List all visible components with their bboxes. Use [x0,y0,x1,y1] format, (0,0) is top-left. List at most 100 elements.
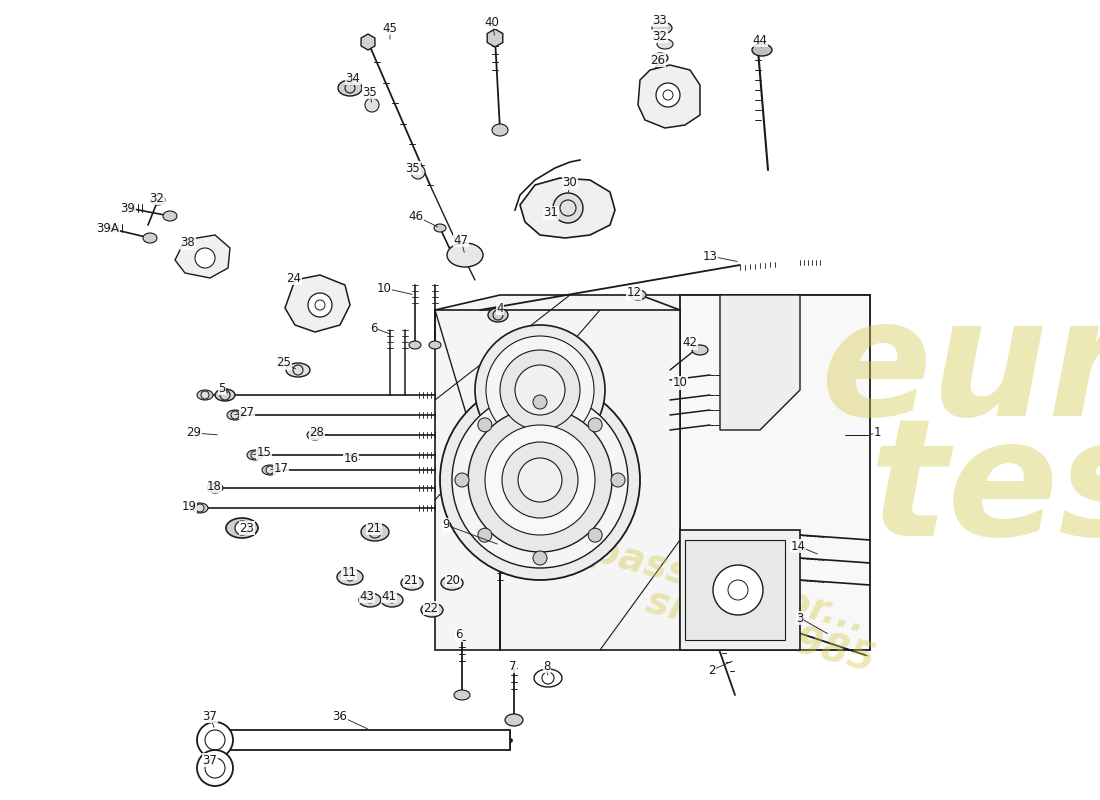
Ellipse shape [713,565,763,615]
Ellipse shape [434,224,446,232]
Ellipse shape [477,528,492,542]
Ellipse shape [266,466,274,474]
Text: 43: 43 [360,590,374,602]
Ellipse shape [402,576,424,590]
Ellipse shape [447,243,483,267]
Ellipse shape [657,39,673,49]
Ellipse shape [502,442,578,518]
Ellipse shape [359,593,381,607]
Text: 6: 6 [455,629,463,642]
Ellipse shape [197,750,233,786]
Ellipse shape [307,430,323,440]
Text: 5: 5 [218,382,226,394]
Text: 21: 21 [366,522,382,534]
Text: 19: 19 [182,499,197,513]
Text: 32: 32 [150,191,164,205]
Text: 10: 10 [376,282,392,294]
Ellipse shape [492,124,508,136]
Text: 33: 33 [652,14,668,26]
Text: 7: 7 [509,659,517,673]
Text: 46: 46 [408,210,424,222]
Ellipse shape [534,669,562,687]
Ellipse shape [251,451,258,459]
Ellipse shape [588,528,602,542]
Text: 12: 12 [627,286,641,299]
Polygon shape [680,295,870,650]
Text: 4: 4 [496,302,504,314]
Text: 45: 45 [383,22,397,34]
Text: 31: 31 [543,206,559,219]
Text: 15: 15 [256,446,272,459]
Ellipse shape [201,391,209,399]
Text: 40: 40 [485,15,499,29]
Text: 1: 1 [873,426,881,439]
Ellipse shape [652,53,668,63]
Text: 21: 21 [404,574,418,586]
Ellipse shape [197,722,233,758]
Text: 27: 27 [240,406,254,419]
Polygon shape [285,275,350,332]
Text: 41: 41 [382,590,396,602]
Text: 36: 36 [332,710,348,722]
Ellipse shape [361,523,389,541]
Ellipse shape [346,573,354,581]
Ellipse shape [337,569,363,585]
Ellipse shape [534,551,547,565]
Polygon shape [228,730,510,750]
Ellipse shape [429,607,434,613]
Ellipse shape [449,580,455,586]
Text: tes: tes [870,410,1100,570]
Ellipse shape [630,290,646,300]
Ellipse shape [286,363,310,377]
Ellipse shape [752,44,772,56]
Text: 44: 44 [752,34,768,46]
Ellipse shape [338,80,362,96]
Ellipse shape [468,408,612,552]
Ellipse shape [500,350,580,430]
Ellipse shape [211,484,219,492]
Text: 42: 42 [682,337,697,350]
Ellipse shape [455,473,469,487]
Ellipse shape [409,341,421,349]
Ellipse shape [421,603,443,617]
Text: euro: euro [820,290,1100,450]
Polygon shape [434,310,680,650]
Ellipse shape [652,22,672,34]
Text: 35: 35 [406,162,420,174]
Text: 16: 16 [343,451,359,465]
Text: 13: 13 [703,250,717,262]
Text: 11: 11 [341,566,356,579]
Ellipse shape [381,593,403,607]
Ellipse shape [656,83,680,107]
Polygon shape [361,34,375,50]
Ellipse shape [226,518,258,538]
Text: 32: 32 [652,30,668,42]
Ellipse shape [248,450,263,460]
Ellipse shape [214,389,235,401]
Ellipse shape [409,580,415,586]
Ellipse shape [488,308,508,322]
Ellipse shape [505,714,522,726]
Text: 29: 29 [187,426,201,439]
Text: 17: 17 [274,462,288,474]
Text: 20: 20 [446,574,461,586]
Ellipse shape [207,483,223,493]
Ellipse shape [588,418,602,432]
Text: 9: 9 [442,518,450,531]
Ellipse shape [365,98,380,112]
Ellipse shape [197,390,213,400]
Ellipse shape [163,211,177,221]
Polygon shape [680,530,800,650]
Ellipse shape [429,341,441,349]
Text: 3: 3 [796,611,804,625]
Text: 8: 8 [543,659,551,673]
Ellipse shape [534,395,547,409]
Text: 30: 30 [562,177,578,190]
Ellipse shape [143,233,157,243]
Ellipse shape [477,418,492,432]
Text: 47: 47 [453,234,469,246]
Polygon shape [685,540,785,640]
Ellipse shape [262,465,278,475]
Text: 39: 39 [121,202,135,214]
Text: 14: 14 [791,539,805,553]
